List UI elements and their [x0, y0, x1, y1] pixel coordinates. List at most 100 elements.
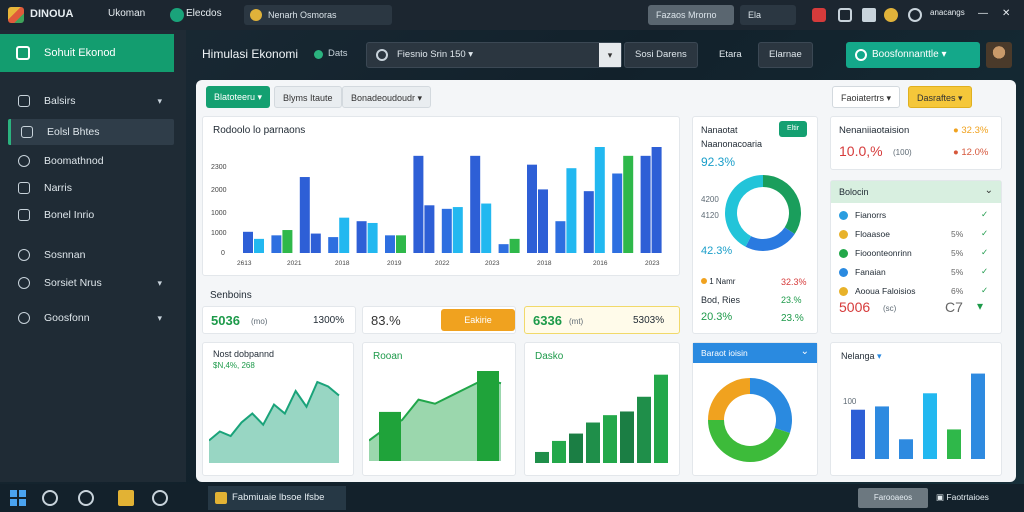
list-card-header[interactable]: Bolocin ⌄ [831, 181, 1001, 203]
primary-action-label: Boosfonnanttle ▾ [872, 49, 947, 60]
etara-button[interactable]: Etara [719, 49, 742, 60]
sidebar-item-sosnnan[interactable]: Sosnnan [8, 242, 174, 268]
y-tick-label: 1000 [211, 210, 227, 217]
area-chart-1 [209, 380, 340, 463]
donut-card-2: Baraot ioisin ⌄ [692, 342, 818, 476]
pie-slice [708, 378, 750, 420]
summary-action-button[interactable]: Eakirie [441, 309, 515, 331]
list-item[interactable]: Floaasoe 5% ✓ [839, 226, 995, 244]
search-icon[interactable] [42, 490, 58, 506]
menu-elecdos[interactable]: Elecdos [186, 8, 222, 19]
sidebar-header[interactable]: Sohuit Ekonod [0, 34, 174, 72]
chevron-down-icon[interactable]: ▾ [877, 351, 882, 361]
taskbar-right-button[interactable]: Farooaeos [858, 488, 928, 508]
bar [498, 244, 509, 253]
search-icon[interactable] [78, 490, 94, 506]
list-item-label: Floaasoe [855, 229, 890, 239]
chevron-down-icon: ▾ [157, 313, 162, 323]
list-item[interactable]: Fiooonteonrinn 5% ✓ [839, 245, 995, 263]
sosi-darens-button[interactable]: Sosi Darens [624, 42, 698, 68]
sidebar-item-balsirs[interactable]: Balsirs ▾ [8, 88, 174, 114]
scenario-select[interactable]: Fiesnio Srin 150 ▾ ▾ [366, 42, 622, 68]
start-icon[interactable] [10, 490, 26, 506]
puzzle-icon[interactable] [862, 8, 876, 22]
donut-label-2: 4120 [701, 211, 719, 220]
donut-card-2-header[interactable]: Baraot ioisin ⌄ [693, 343, 817, 363]
chevron-down-icon[interactable]: ▾ [599, 43, 621, 67]
donut-badge[interactable]: Eltir [779, 121, 808, 137]
status-dot-icon [839, 249, 848, 258]
bar [851, 409, 865, 459]
bar [535, 451, 549, 463]
bar [651, 147, 662, 253]
notification-icon[interactable] [884, 8, 898, 22]
primary-action-button[interactable]: Boosfonnanttle ▾ [846, 42, 980, 68]
x-tick-label: 2022 [435, 260, 450, 267]
sidebar-item-goosfonn[interactable]: Goosfonn ▾ [8, 305, 174, 331]
bar [310, 233, 321, 253]
alert-icon[interactable] [812, 8, 826, 22]
app-icon [215, 492, 227, 504]
avatar[interactable] [986, 42, 1012, 68]
sidebar-item-boomathnod[interactable]: Boomathnod [8, 148, 174, 174]
bar [640, 155, 651, 253]
sidebar-item-sorsiet-nrus[interactable]: Sorsiet Nrus ▾ [8, 270, 174, 296]
list-side-value: C7 [945, 299, 963, 315]
filters-dropdown-button[interactable]: Faoiatertrs ▾ [832, 86, 901, 108]
donut-foot-1: 20.3% [701, 311, 733, 323]
window-icon[interactable] [838, 8, 852, 22]
sidebar-item-narris[interactable]: Narris [8, 175, 174, 201]
chevron-down-icon: ▾ [157, 96, 162, 106]
export-dropdown-button[interactable]: Dasraftes ▾ [908, 86, 972, 108]
stat-card: Nenaniiaotaision 10.0,% (100) ● 32.3% ● … [830, 116, 1002, 170]
user-label[interactable]: anacangs [930, 8, 965, 17]
list-sub-value: (sc) [883, 304, 897, 313]
stat-percent-1-value: 32.3% [961, 125, 989, 136]
chevron-down-icon[interactable]: ⌄ [984, 185, 993, 196]
minimize-icon[interactable]: — [978, 8, 988, 19]
top-menu-bar: DINOUA Ukoman Elecdos Nenarh Osmoras Faz… [0, 0, 1024, 30]
globe-icon[interactable] [152, 490, 168, 506]
bar [875, 406, 889, 459]
filter-dropdown-button[interactable]: Blatoteeru ▾ [206, 86, 271, 108]
list-item[interactable]: Fanaian 5% ✓ [839, 264, 995, 282]
document-tab[interactable]: Nenarh Osmoras [244, 5, 392, 25]
search-pill[interactable]: Fazaos Mrorno [648, 5, 734, 25]
list-card: Bolocin ⌄ Fianorrs ✓ Floaasoe 5% ✓ Fiooonteon… [830, 180, 1002, 334]
sidebar-item-bonel-inrio[interactable]: Bonel Inrio [8, 202, 174, 228]
close-icon[interactable]: ✕ [1002, 8, 1011, 19]
view-button[interactable]: Blyms Itaute [274, 86, 342, 108]
bar [620, 411, 634, 463]
sidebar-item-label: Sorsiet Nrus [44, 277, 102, 289]
menu-ela[interactable]: Ela [740, 5, 796, 25]
donut-legend-2: Bod, Ries [701, 295, 741, 305]
bar [594, 147, 605, 253]
sidebar-item-eolsl-bhtes[interactable]: Eolsl Bhtes [8, 119, 174, 145]
taskbar-right-label[interactable]: ▣ Faotrtaioes [936, 492, 989, 503]
bar [509, 238, 520, 253]
chevron-down-icon[interactable]: ⌄ [800, 346, 809, 357]
options-dropdown-button[interactable]: Bonadeoudoudr ▾ [342, 86, 432, 108]
donut-card-title: Nanaotat [701, 125, 738, 135]
list-item[interactable]: Fianorrs ✓ [839, 207, 995, 225]
donut-legend-1: 1 Namr [701, 277, 735, 286]
summary-value: 5036 [211, 313, 240, 328]
bar [328, 237, 339, 253]
menu-ukoman[interactable]: Ukoman [108, 8, 146, 19]
user-circle-icon[interactable] [908, 8, 922, 22]
bar [586, 422, 600, 463]
tab-icon [250, 9, 262, 21]
taskbar-app[interactable]: Fabmiuaie lbsoe lfsbe [208, 486, 346, 510]
donut-card-2-title: Baraot ioisin [701, 348, 748, 358]
sidebar-item-label: Bonel Inrio [44, 209, 95, 221]
folder-icon[interactable] [118, 490, 134, 506]
elarnae-button[interactable]: Elarnae [758, 42, 813, 68]
legend-dot-icon [701, 278, 707, 284]
sidebar-item-label: Eolsl Bhtes [47, 126, 100, 138]
list-item[interactable]: Aooua Faloisios 6% ✓ [839, 283, 995, 301]
taskbar-right-label-text: Faotrtaioes [946, 492, 989, 502]
bar [424, 205, 435, 253]
bar [441, 208, 452, 253]
summary-value: 83.% [371, 313, 401, 328]
bar [243, 231, 253, 253]
